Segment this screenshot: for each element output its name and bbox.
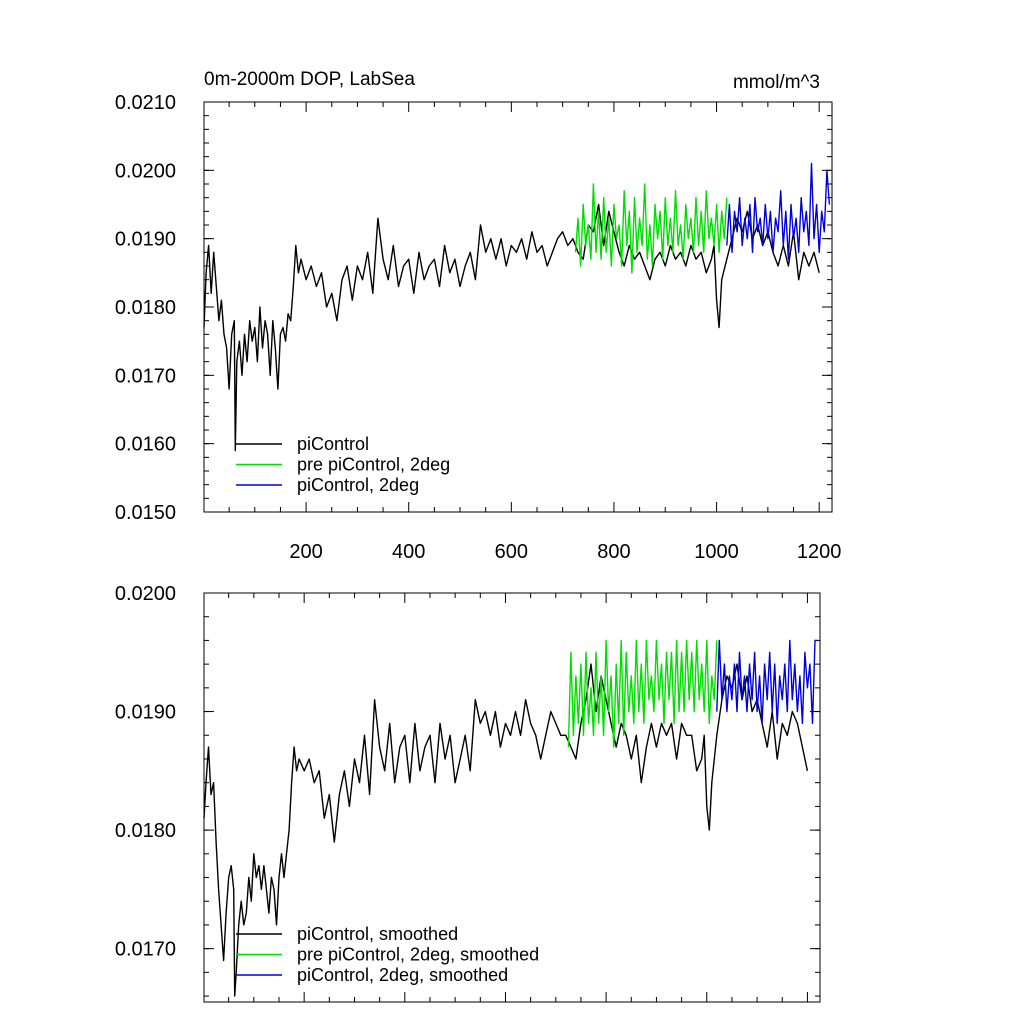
chart-title: 0m-2000m DOP, LabSea xyxy=(204,69,415,90)
y-tick-label: 0.0210 xyxy=(115,92,176,114)
x-tick-label: 800 xyxy=(597,541,630,563)
legend-label: pre piControl, 2deg xyxy=(297,455,450,475)
y-tick-label: 0.0200 xyxy=(115,583,176,605)
series-line-picontrol-2deg-smoothed xyxy=(716,639,818,725)
y-tick-label: 0.0170 xyxy=(115,939,176,961)
top-chart-panel: 0m-2000m DOP, LabSea mmol/m^3 200 400 600 8… xyxy=(115,69,842,563)
legend-label: piControl, smoothed xyxy=(297,924,458,944)
y-tick-label: 0.0160 xyxy=(115,434,176,456)
x-tick-label: 1200 xyxy=(797,541,842,563)
y-tick-label: 0.0180 xyxy=(115,820,176,842)
series-line-picontrol-smoothed xyxy=(203,663,809,997)
legend-label: piControl, 2deg xyxy=(297,475,419,495)
y-tick-label: 0.0200 xyxy=(115,160,176,182)
y-tick-label: 0.0170 xyxy=(115,365,176,387)
chart-units: mmol/m^3 xyxy=(733,72,820,93)
series-line-pre-picontrol-2deg-smoothed xyxy=(567,639,718,748)
y-tick-label: 0.0150 xyxy=(115,502,176,524)
x-tick-label: 600 xyxy=(495,541,528,563)
y-tick-label: 0.0180 xyxy=(115,297,176,319)
y-tick-label: 0.0190 xyxy=(115,702,176,724)
legend-label: piControl xyxy=(297,434,369,454)
series-line-picontrol xyxy=(203,203,820,452)
y-tick-label: 0.0190 xyxy=(115,229,176,251)
series-line-pre-picontrol-2deg xyxy=(574,183,728,274)
x-tick-label: 200 xyxy=(289,541,322,563)
bottom-chart-panel: 0.0170 0.0180 0.0190 0.0200 piControl, smoot… xyxy=(115,583,821,1003)
plot-frame xyxy=(203,592,821,1003)
legend-label: piControl, 2deg, smoothed xyxy=(297,965,508,985)
x-tick-label: 400 xyxy=(392,541,425,563)
legend-label: pre piControl, 2deg, smoothed xyxy=(297,945,539,965)
x-tick-label: 1000 xyxy=(694,541,739,563)
series-line-picontrol-2deg xyxy=(726,162,831,260)
